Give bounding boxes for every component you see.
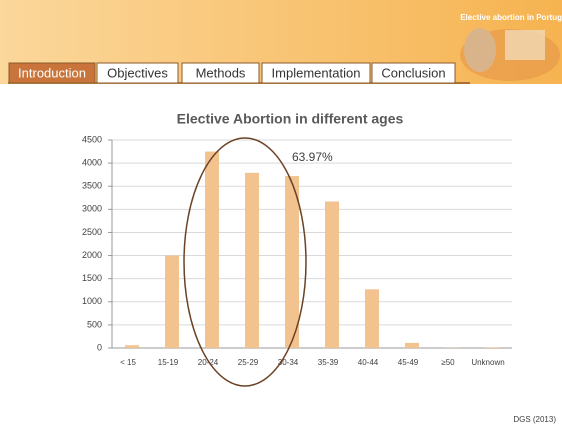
highlight-ellipse: [183, 137, 307, 387]
tab[interactable]: [8, 62, 96, 84]
y-tick-label: 2000: [82, 250, 102, 260]
bar: [205, 151, 219, 348]
bar: [165, 255, 179, 348]
y-tick-label: 1000: [82, 296, 102, 306]
x-tick-label: 45-49: [398, 358, 419, 367]
x-tick-label: 40-44: [358, 358, 379, 367]
x-tick-label: ≥50: [441, 358, 455, 367]
bar: [125, 345, 139, 348]
x-tick-label: 25-29: [238, 358, 259, 367]
tab[interactable]: [371, 62, 456, 84]
y-tick-label: 3500: [82, 181, 102, 191]
x-tick-label: Unknown: [471, 358, 504, 367]
tab[interactable]: [261, 62, 371, 84]
annotation: 63.97%: [292, 150, 333, 164]
source: DGS (2013): [513, 415, 556, 424]
bar: [245, 172, 259, 348]
header-image: [460, 28, 560, 81]
x-tick-label: 35-39: [318, 358, 339, 367]
tab[interactable]: [181, 62, 260, 84]
x-tick-label: 20-24: [198, 358, 219, 367]
y-tick-label: 0: [97, 342, 102, 352]
header-title: Elective abortion in Portug: [460, 13, 562, 22]
bar: [285, 176, 299, 348]
y-tick-label: 4500: [82, 134, 102, 144]
x-tick-label: 15-19: [158, 358, 179, 367]
y-tick-label: 4000: [82, 157, 102, 167]
y-tick-label: 1500: [82, 273, 102, 283]
y-tick-label: 500: [87, 319, 102, 329]
y-tick-label: 3000: [82, 204, 102, 214]
tab-label[interactable]: Methods: [196, 65, 246, 80]
bar: [405, 342, 419, 348]
chart-title: Elective Abortion in different ages: [177, 111, 404, 127]
tab-label[interactable]: Implementation: [272, 65, 361, 80]
bar: [485, 347, 499, 348]
bar: [365, 289, 379, 348]
tab-label[interactable]: Introduction: [18, 65, 86, 80]
tab[interactable]: [96, 62, 179, 84]
bar: [325, 201, 339, 348]
x-tick-label: < 15: [120, 358, 136, 367]
x-tick-label: 30-34: [278, 358, 299, 367]
y-tick-label: 2500: [82, 227, 102, 237]
tab-label[interactable]: Conclusion: [381, 65, 445, 80]
tab-label[interactable]: Objectives: [107, 65, 168, 80]
